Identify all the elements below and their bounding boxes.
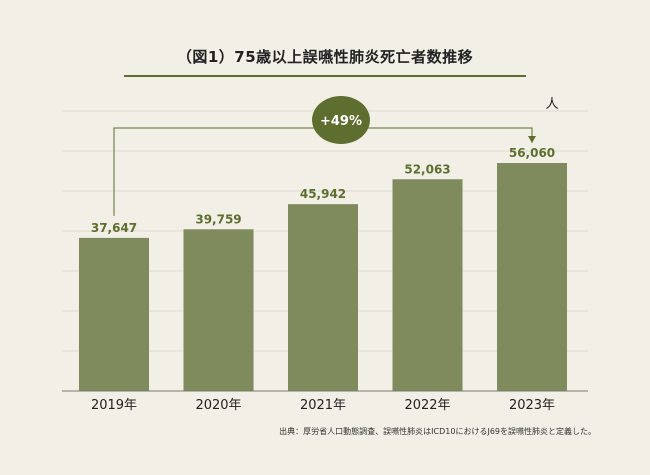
bar: [288, 204, 358, 391]
growth-annotation: +49%: [113, 96, 536, 216]
x-tick-label: 2019年: [91, 398, 137, 413]
arrow-head-icon: [528, 136, 536, 143]
value-label: 37,647: [91, 221, 137, 235]
growth-badge: [312, 96, 370, 144]
value-labels: 37,647 39,759 45,942 52,063 56,060: [91, 146, 555, 235]
x-tick-label: 2021年: [300, 398, 346, 413]
source-note: 出典：厚労省人口動態調査、誤嚥性肺炎はICD10におけるJ69を誤嚥性肺炎と定義…: [279, 427, 596, 436]
growth-bracket: [113, 127, 533, 216]
growth-badge-label: +49%: [320, 114, 362, 129]
x-tick-label: 2023年: [509, 398, 555, 413]
x-tick-label: 2020年: [195, 398, 241, 413]
value-label: 39,759: [195, 212, 241, 226]
unit-label: 人: [545, 97, 558, 112]
chart-title: （図1）75歳以上誤嚥性肺炎死亡者数推移: [176, 48, 474, 66]
bar: [497, 163, 567, 391]
bar: [183, 229, 254, 391]
x-tick-label: 2022年: [404, 398, 450, 413]
value-label: 56,060: [509, 146, 555, 160]
value-label: 45,942: [300, 187, 346, 201]
bar: [79, 237, 149, 391]
x-axis: 2019年 2020年 2021年 2022年 2023年: [62, 390, 588, 413]
title-rule: [124, 75, 526, 77]
bars: [79, 163, 567, 391]
value-label: 52,063: [404, 162, 450, 176]
bar: [392, 179, 463, 391]
